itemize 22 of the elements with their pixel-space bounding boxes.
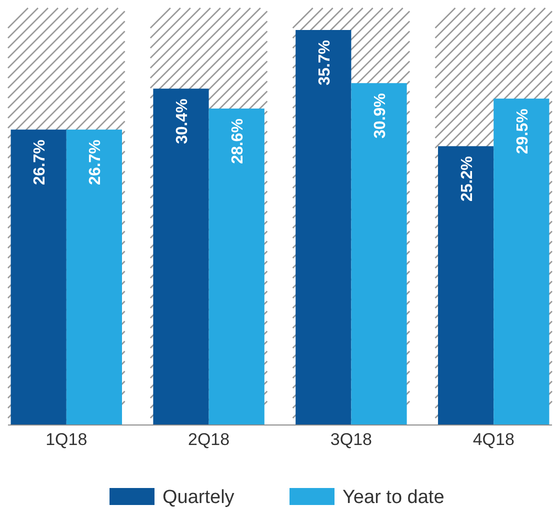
data-label: 26.7% (87, 140, 104, 185)
x-tick-label: 2Q18 (188, 430, 230, 449)
bar (351, 83, 407, 425)
x-tick-label: 3Q18 (330, 430, 372, 449)
legend-label: Year to date (342, 487, 444, 508)
bar (153, 88, 209, 425)
bar (494, 98, 550, 425)
bar (10, 130, 66, 425)
x-tick-label: 1Q18 (46, 430, 88, 449)
data-label: 29.5% (514, 108, 532, 154)
data-label: 28.6% (230, 118, 247, 164)
bar (438, 146, 494, 425)
x-tick-label: 4Q18 (472, 430, 514, 449)
data-label: 35.7% (316, 40, 334, 86)
data-label: 30.4% (174, 98, 191, 144)
bar (208, 108, 264, 425)
data-label: 25.2% (458, 156, 476, 202)
bar (296, 30, 352, 425)
bar (66, 130, 122, 425)
data-label: 30.9% (372, 93, 390, 138)
legend-label: Quartely (162, 487, 235, 508)
data-label: 26.7% (32, 140, 49, 185)
